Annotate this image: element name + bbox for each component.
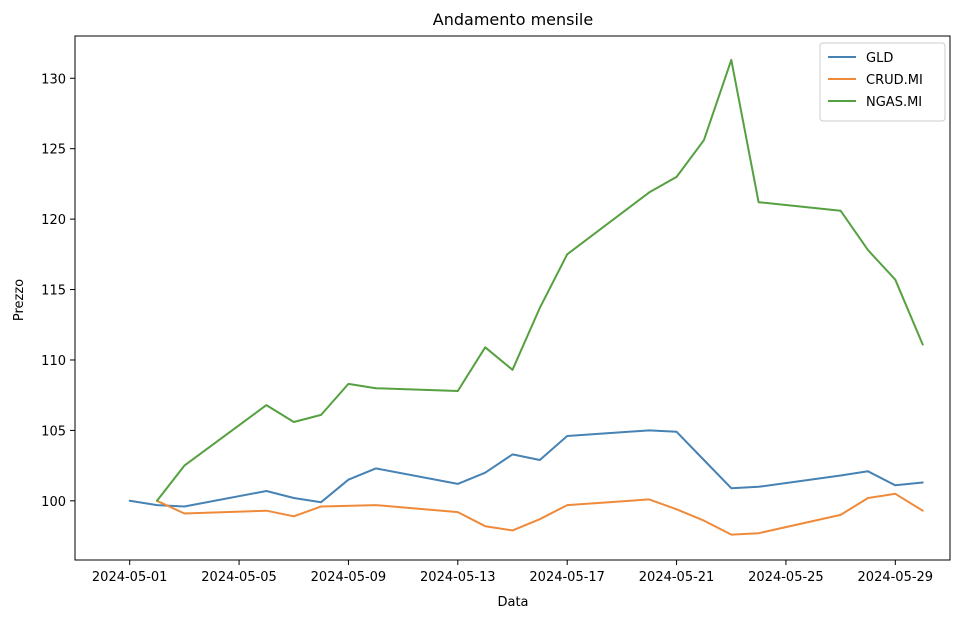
legend-entry: NGAS.MI	[866, 95, 922, 110]
chart-title: Andamento mensile	[433, 10, 593, 29]
series-layer	[128, 58, 924, 536]
y-tick-label: 105	[41, 424, 66, 439]
x-tick-label: 2024-05-13	[420, 570, 496, 585]
y-tick-label: 100	[41, 495, 66, 510]
series-line-crud-mi	[156, 492, 924, 536]
plot-frame	[74, 35, 951, 561]
y-tick-label: 110	[41, 354, 66, 369]
y-tick-label: 120	[41, 213, 66, 228]
x-tick-label: 2024-05-25	[748, 570, 824, 585]
x-tick-label: 2024-05-05	[201, 570, 277, 585]
y-axis: 100 105 110 115 120 125 130	[41, 72, 75, 510]
x-axis-label: Data	[497, 595, 528, 610]
legend-entry: GLD	[866, 51, 893, 66]
x-tick-label: 2024-05-01	[92, 570, 168, 585]
y-tick-label: 115	[41, 284, 66, 299]
plot-area	[74, 35, 951, 561]
x-tick-label: 2024-05-17	[529, 570, 605, 585]
series-line-gld	[128, 429, 924, 508]
x-axis: 2024-05-01 2024-05-05 2024-05-09 2024-05-13…	[92, 560, 933, 585]
x-tick-label: 2024-05-21	[639, 570, 715, 585]
legend: GLD CRUD.MI NGAS.MI	[819, 42, 946, 122]
y-tick-label: 125	[41, 143, 66, 158]
y-axis-label: Prezzo	[12, 279, 27, 321]
x-tick-label: 2024-05-29	[858, 570, 934, 585]
x-tick-label: 2024-05-09	[311, 570, 387, 585]
y-tick-label: 130	[41, 72, 66, 87]
series-line-ngas-mi	[156, 58, 924, 502]
legend-entry: CRUD.MI	[866, 73, 923, 88]
